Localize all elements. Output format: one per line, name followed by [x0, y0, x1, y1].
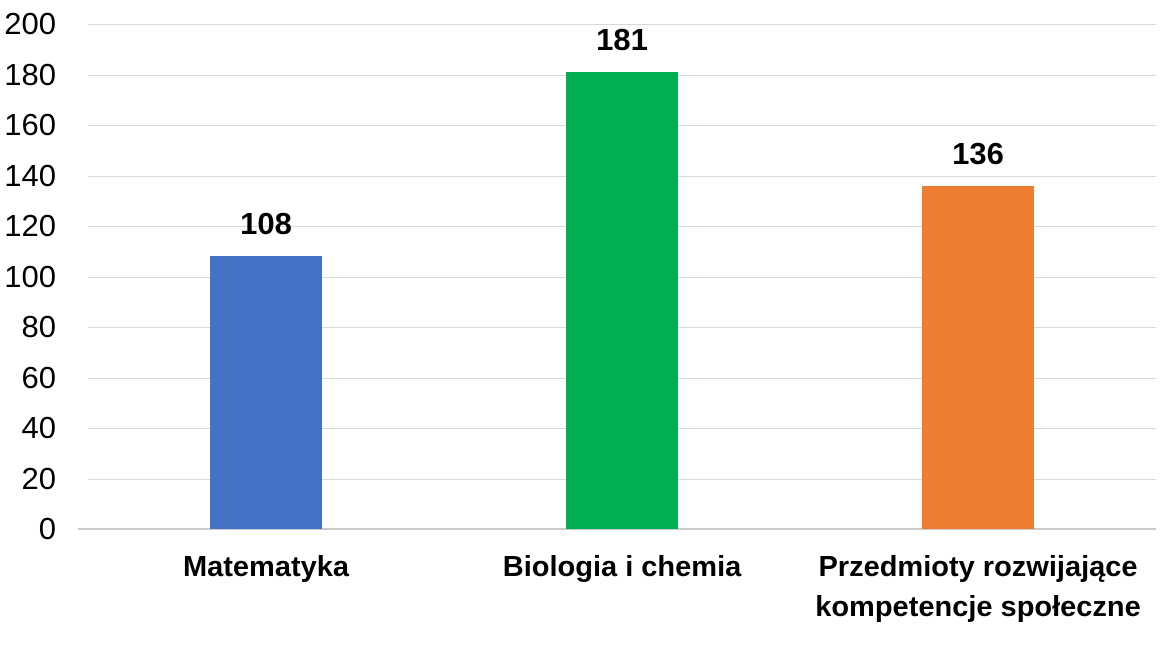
x-axis: Matematyka Biologia i chemia Przedmioty ro…: [88, 547, 1156, 627]
plot-area: 108 181 136: [78, 21, 1156, 530]
category-label-line: Biologia i chemia: [502, 551, 742, 583]
bar-value-label: 108: [240, 206, 292, 242]
category-label: Przedmioty rozwijające kompetencje społec…: [800, 547, 1156, 627]
bar-value-label: 136: [952, 135, 1004, 171]
y-tick-label: 140: [4, 157, 56, 193]
category-label: Biologia i chemia: [444, 547, 800, 627]
gridline: [88, 24, 1156, 25]
category-label-line: Przedmioty rozwijające: [818, 551, 1138, 583]
y-tick-label: 80: [21, 309, 56, 344]
category-label-line: kompetencje społeczne: [815, 591, 1141, 623]
y-tick-label: 200: [4, 6, 56, 41]
bar-value-label: 181: [596, 21, 648, 57]
y-tick-label: 60: [21, 359, 56, 395]
y-tick-label: 100: [4, 258, 56, 294]
bar: [210, 256, 322, 529]
y-tick-label: 160: [4, 107, 56, 142]
category-label-line: Matematyka: [182, 551, 350, 583]
x-axis-line: [78, 528, 1156, 530]
y-tick-label: 40: [21, 410, 56, 445]
y-tick-label: 0: [38, 511, 56, 546]
y-tick-label: 180: [4, 56, 56, 92]
y-tick-label: 120: [4, 208, 56, 243]
bar: [566, 71, 678, 529]
bar: [922, 185, 1034, 529]
y-axis: 0 20 40 60 80 100 120 140 160 180 200: [0, 6, 56, 546]
category-label: Matematyka: [88, 547, 444, 627]
y-tick-label: 20: [21, 460, 56, 496]
